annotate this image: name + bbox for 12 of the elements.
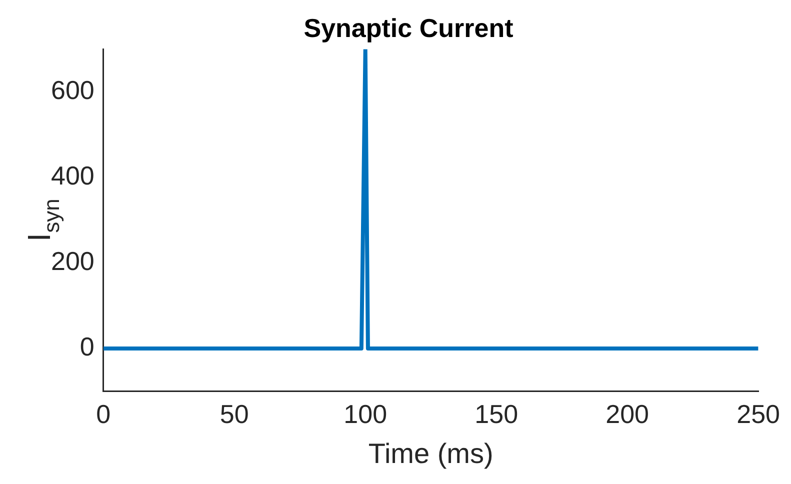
chart-title: Synaptic Current (304, 12, 514, 43)
x-tick-label: 50 (220, 398, 249, 429)
x-tick-label: 250 (736, 398, 780, 429)
y-tick-label: 600 (50, 75, 94, 106)
y-axis-title: Isyn (21, 198, 64, 242)
x-tick-label: 100 (344, 398, 388, 429)
x-tick-label: 200 (606, 398, 650, 429)
y-tick-label: 0 (80, 332, 94, 362)
y-tick-label: 200 (50, 246, 94, 276)
y-tick-label: 400 (50, 160, 94, 191)
x-tick-label: 150 (474, 398, 518, 429)
x-axis-title: Time (ms) (368, 438, 494, 469)
